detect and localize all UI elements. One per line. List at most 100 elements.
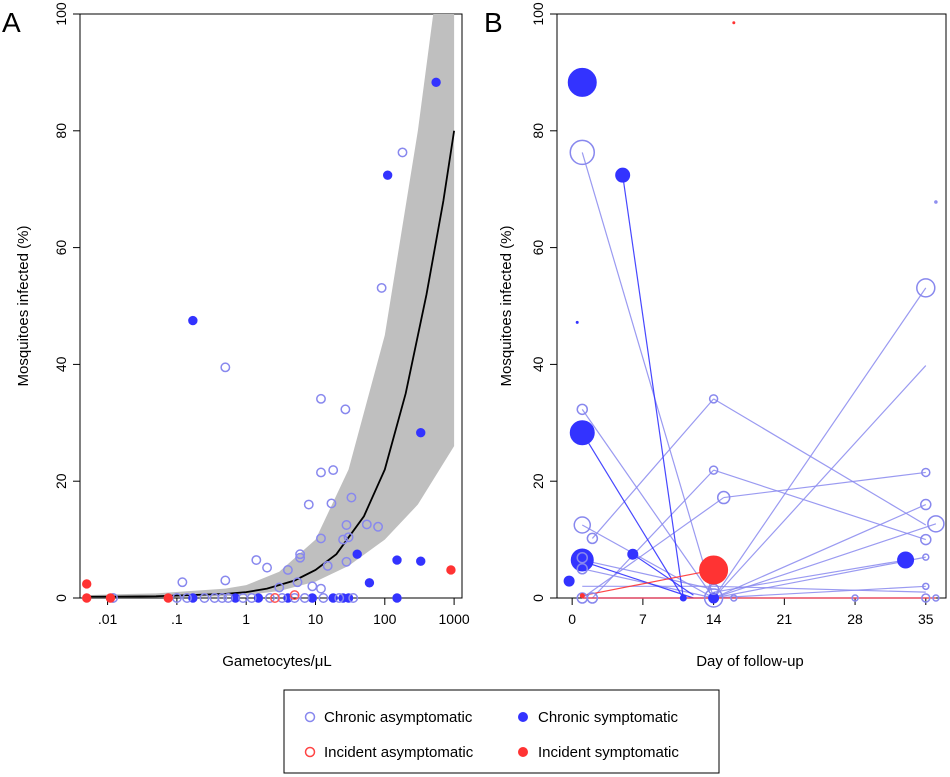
panel-b-data-point — [921, 467, 931, 478]
panel-a-data-point — [416, 556, 426, 566]
panel-b-data-point — [573, 516, 592, 534]
panel-a-data-point — [322, 560, 333, 571]
panel-a-y-tick-label: 80 — [53, 123, 69, 139]
panel-b-trajectory-line — [713, 469, 926, 541]
panel-b-y-axis-title: Mosquitoes infected (%) — [498, 226, 515, 387]
panel-b-data-point — [576, 563, 589, 575]
panel-a-data-point — [328, 465, 339, 476]
panel-b-data-point — [703, 588, 724, 608]
panel-a-y-tick-label: 100 — [53, 2, 69, 26]
panel-b-data-point — [920, 533, 932, 546]
panel-a-data-point — [105, 593, 116, 603]
panel-a-data-point — [199, 593, 210, 603]
panel-b-x-tick-label: 0 — [568, 611, 576, 627]
panel-b-data-point — [576, 403, 589, 416]
panel-b-data-point — [916, 278, 936, 298]
panel-a-data-point — [230, 593, 241, 603]
panel-a-data-point — [188, 315, 198, 326]
panel-a-data-point — [392, 555, 402, 565]
panel-a-data-point — [446, 565, 456, 575]
panel-b-trajectory-line — [713, 585, 926, 593]
panel-b-data-point — [932, 594, 940, 602]
legend-chronic-asym-label: Chronic asymptomatic — [324, 709, 473, 726]
legend-frame — [283, 689, 720, 774]
panel-b-data-point — [579, 593, 585, 599]
panel-b-trajectory-line — [713, 523, 937, 599]
legend: Chronic asymptomatic Chronic symptomatic… — [283, 689, 720, 774]
panel-a-data-point — [343, 532, 354, 543]
panel-b-data-point — [920, 498, 932, 511]
panel-b-x-tick-label: 35 — [918, 611, 934, 627]
panel-b-x-tick-label: 14 — [706, 611, 722, 627]
panel-a-data-point — [340, 404, 351, 415]
panel-a-data-point — [416, 428, 426, 438]
panel-a-plot: Mosquitoes infected (%) Gametocytes/μL 0… — [15, 2, 470, 670]
panel-b-trajectory-line — [713, 365, 927, 599]
panel-a-data-point — [392, 593, 402, 603]
panel-b-trajectory-line — [713, 398, 927, 526]
panel-b-data-point — [576, 551, 589, 564]
legend-chronic-sym-label: Chronic symptomatic — [538, 709, 679, 726]
panel-a-data-point — [316, 533, 326, 544]
panel-a-data-point — [251, 555, 262, 565]
panel-a-x-tick-label: .1 — [171, 611, 183, 627]
panel-b-data-point — [851, 594, 859, 602]
panel-b-data-point — [927, 515, 945, 533]
legend-incident-asym-marker — [304, 746, 316, 758]
panel-a-data-point — [246, 593, 257, 603]
panel-b-data-point — [563, 575, 575, 587]
panel-a-x-tick-label: 1000 — [439, 611, 470, 627]
panel-b-data-point — [569, 420, 595, 446]
panel-a-data-point — [318, 593, 329, 603]
panel-a-x-tick-label: .01 — [98, 611, 118, 627]
panel-a-data-point — [397, 147, 408, 158]
panel-a-label: A — [2, 7, 21, 38]
panel-a-data-point — [82, 593, 92, 603]
panel-a-data-point — [209, 593, 220, 603]
panel-a-data-point — [82, 579, 92, 589]
panel-b-trajectory-line — [582, 559, 714, 590]
panel-a-y-axis-title: Mosquitoes infected (%) — [15, 226, 32, 387]
panel-a-y-tick-label: 40 — [53, 356, 69, 372]
panel-a-data-point — [341, 556, 352, 567]
panel-a-x-tick-label: 10 — [308, 611, 324, 627]
panel-a-data-point — [326, 498, 337, 509]
panel-a-data-point — [262, 562, 273, 573]
panel-a-data-point — [376, 282, 387, 293]
panel-a-x-tick-label: 1 — [242, 611, 250, 627]
panel-a-data-point — [352, 549, 362, 559]
panel-a-data-point — [289, 593, 300, 603]
panel-a-data-point — [274, 582, 285, 593]
panel-a-data-point — [341, 520, 352, 530]
panel-b-data-point — [922, 582, 930, 591]
panel-a-data-point — [182, 593, 192, 603]
panel-b-data-point — [897, 551, 915, 569]
panel-b-data-point — [570, 548, 594, 572]
panel-a-x-axis-title: Gametocytes/μL — [222, 653, 332, 670]
panel-b-y-tick-label: 40 — [530, 356, 546, 372]
panel-b-x-tick-label: 7 — [639, 611, 647, 627]
panel-b-data-point — [569, 139, 596, 166]
panel-a-data-point — [316, 583, 326, 594]
panel-b-plot: Mosquitoes infected (%) Day of follow-up… — [498, 2, 947, 670]
panel-b-trajectory-line — [713, 556, 926, 599]
panel-b-data-point — [575, 320, 579, 324]
panel-a-data-point — [295, 552, 306, 563]
panel-b-data-point — [627, 548, 639, 560]
panel-b-x-tick-label: 21 — [777, 611, 793, 627]
legend-incident-asym-label: Incident asymptomatic — [324, 744, 474, 761]
panel-b-trajectory-line — [723, 471, 926, 499]
panel-b-trajectory-line — [581, 432, 684, 599]
legend-chronic-asym-marker — [304, 711, 316, 723]
panel-b-y-tick-label: 80 — [530, 123, 546, 139]
panel-b-data-point — [699, 555, 729, 585]
panel-a-y-tick-label: 0 — [53, 594, 69, 602]
panel-a-data-point — [361, 519, 372, 530]
panel-a-data-point — [316, 393, 326, 404]
panel-b-data-point — [708, 592, 720, 604]
panel-a-data-point — [220, 362, 231, 373]
panel-b-label: B — [484, 7, 503, 38]
panel-b-data-point — [730, 594, 738, 602]
panel-a-data-point — [338, 534, 349, 545]
